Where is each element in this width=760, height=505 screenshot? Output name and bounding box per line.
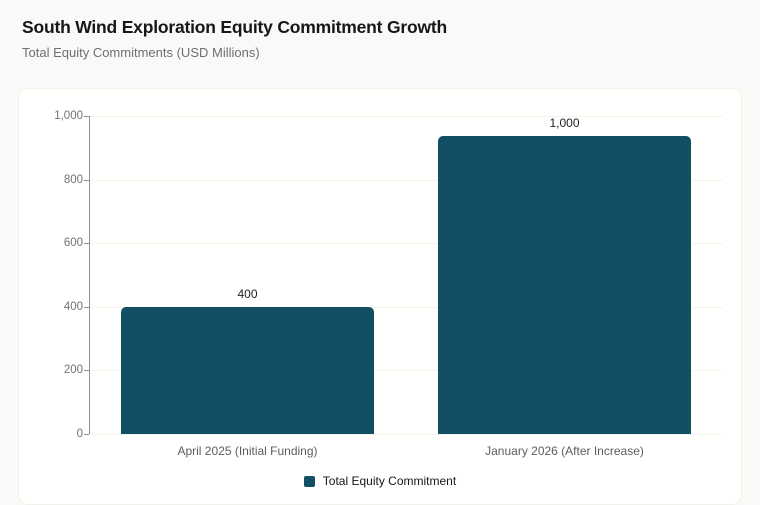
bar-slot-january-2026: 1,000 (406, 116, 723, 434)
chart-card: 0 200 400 600 800 1,000 400 1,000 April 2025 … (18, 88, 742, 505)
y-tick-label: 0 (76, 428, 83, 440)
y-axis-line (89, 116, 90, 434)
chart-subtitle: Total Equity Commitments (USD Millions) (22, 45, 260, 60)
chart-header: South Wind Exploration Equity Commitment… (22, 16, 742, 60)
gridline (89, 243, 723, 245)
y-tick-label: 200 (63, 364, 83, 377)
bar-january-2026[interactable] (438, 136, 691, 434)
category-label-april-2025: April 2025 (Initial Funding) (177, 444, 318, 458)
legend-swatch-icon (303, 475, 315, 487)
y-tick-mark (84, 370, 89, 372)
y-tick-label: 800 (63, 173, 83, 186)
y-tick-mark (84, 179, 89, 181)
gridline (89, 306, 723, 308)
y-tick-mark (84, 116, 89, 117)
gridline (89, 116, 723, 117)
y-tick-label: 400 (63, 300, 83, 313)
x-axis-labels: April 2025 (Initial Funding) January 202… (89, 444, 723, 458)
bar-group: 400 1,000 (89, 116, 723, 434)
legend-label: Total Equity Commitment (322, 474, 457, 488)
gridline (89, 370, 723, 372)
y-tick-label: 1,000 (54, 110, 83, 122)
legend: Total Equity Commitment (19, 474, 741, 488)
bar-value-label: 1,000 (549, 116, 580, 130)
y-tick-mark (84, 243, 89, 245)
y-tick-label: 600 (63, 237, 83, 250)
gridline (89, 179, 723, 181)
bar-value-label: 400 (237, 286, 258, 301)
plot-area: 0 200 400 600 800 1,000 400 1,000 (54, 110, 723, 440)
legend-item-total-equity-commitment[interactable]: Total Equity Commitment (303, 474, 457, 488)
gridline (89, 434, 723, 435)
y-tick-mark (84, 306, 89, 308)
bar-slot-april-2025: 400 (89, 116, 406, 434)
y-tick-mark (84, 434, 89, 435)
chart-title: South Wind Exploration Equity Commitment… (22, 17, 448, 37)
bar-april-2025[interactable] (121, 306, 374, 434)
category-label-january-2026: January 2026 (After Increase) (485, 444, 644, 458)
